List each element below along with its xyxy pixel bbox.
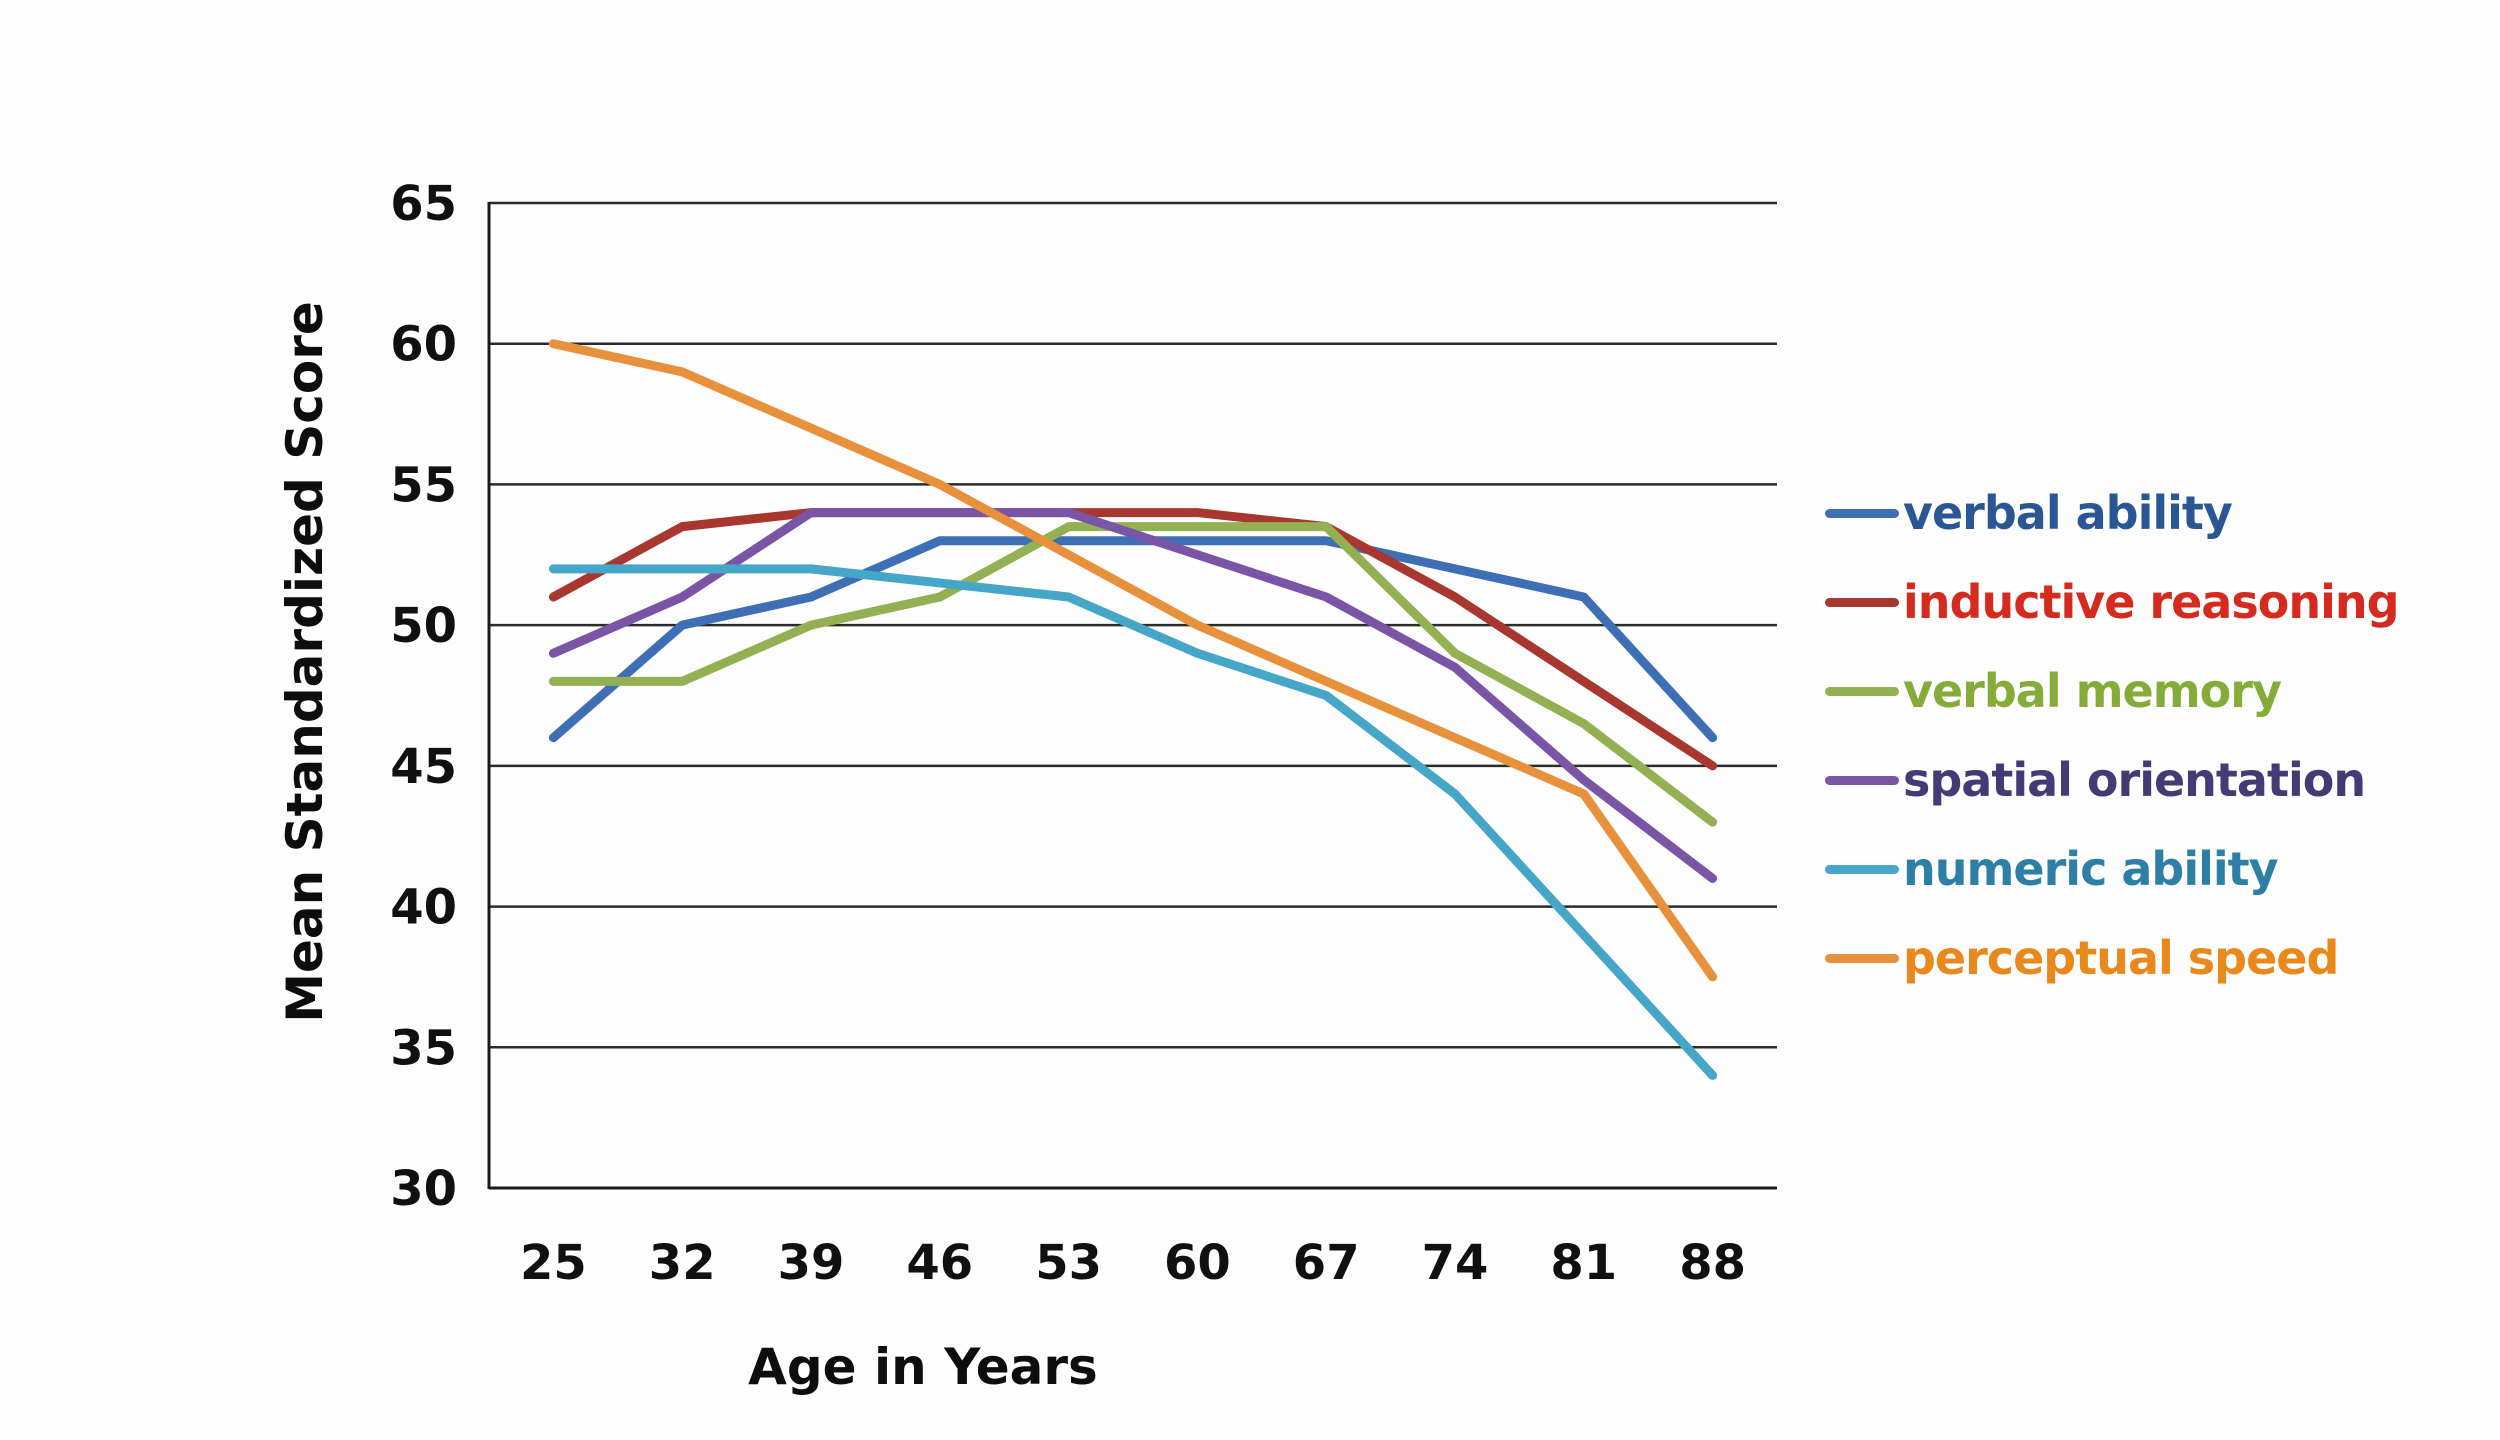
- y-tick-label: 60: [390, 317, 457, 373]
- y-tick-label: 50: [390, 598, 457, 654]
- legend-line-swatch-verbal-memory: [1825, 686, 1899, 696]
- axes: [487, 202, 1777, 1190]
- legend-item-verbal-memory: verbal memory: [1825, 659, 2282, 723]
- x-tick-label: 74: [1422, 1235, 1489, 1291]
- x-tick-label: 88: [1679, 1235, 1746, 1291]
- y-axis-title: Mean Standardized Score: [276, 301, 334, 1023]
- legend-item-inductive-reasoning: inductive reasoning: [1825, 570, 2400, 634]
- series-line-verbal-memory: [548, 522, 1718, 827]
- x-tick-label: 25: [520, 1235, 587, 1291]
- y-tick-label: 45: [390, 739, 457, 795]
- y-tick-label: 40: [390, 880, 457, 936]
- legend-label-inductive-reasoning: inductive reasoning: [1903, 575, 2400, 629]
- legend-line-swatch-numeric-ability: [1825, 864, 1899, 874]
- series-line-inductive-reasoning: [548, 508, 1718, 771]
- series-line-perceptual-speed: [548, 339, 1718, 982]
- x-tick-label: 60: [1164, 1235, 1231, 1291]
- x-tick-label: 39: [778, 1235, 845, 1291]
- y-tick-label: 35: [390, 1020, 457, 1076]
- legend-line-swatch-perceptual-speed: [1825, 953, 1899, 963]
- y-tick-label: 30: [390, 1161, 457, 1217]
- legend-item-numeric-ability: numeric ability: [1825, 837, 2279, 901]
- axis-tick-labels: 30 35 40 45 50 55 60 65 25 32 39 46 53 60 67 74 81 88: [390, 176, 1746, 1291]
- x-tick-label: 81: [1550, 1235, 1617, 1291]
- series-line-numeric-ability: [548, 564, 1718, 1080]
- legend-line-swatch-verbal-ability: [1825, 508, 1899, 518]
- legend-label-perceptual-speed: perceptual speed: [1903, 931, 2339, 985]
- legend-line-swatch-spatial-orientation: [1825, 775, 1899, 785]
- x-tick-label: 46: [906, 1235, 973, 1291]
- legend-label-verbal-ability: verbal ability: [1903, 486, 2233, 540]
- legend-item-spatial-orientation: spatial orientation: [1825, 748, 2366, 812]
- y-tick-label: 65: [390, 176, 457, 232]
- legend-item-verbal-ability: verbal ability: [1825, 481, 2233, 545]
- series-lines: [548, 339, 1718, 1080]
- legend-line-swatch-inductive-reasoning: [1825, 597, 1899, 607]
- x-tick-label: 32: [649, 1235, 716, 1291]
- x-tick-label: 67: [1293, 1235, 1360, 1291]
- legend-item-perceptual-speed: perceptual speed: [1825, 926, 2339, 990]
- legend-label-spatial-orientation: spatial orientation: [1903, 753, 2366, 807]
- gridlines: [489, 201, 1777, 1190]
- x-tick-label: 53: [1035, 1235, 1102, 1291]
- legend-label-numeric-ability: numeric ability: [1903, 842, 2279, 896]
- legend-label-verbal-memory: verbal memory: [1903, 664, 2282, 718]
- series-line-spatial-orientation: [548, 508, 1718, 883]
- series-line-verbal-ability: [548, 536, 1718, 743]
- x-axis-title: Age in Years: [748, 1338, 1098, 1396]
- y-tick-label: 55: [390, 457, 457, 513]
- legend: verbal ability inductive reasoning verbal …: [1825, 0, 2465, 1440]
